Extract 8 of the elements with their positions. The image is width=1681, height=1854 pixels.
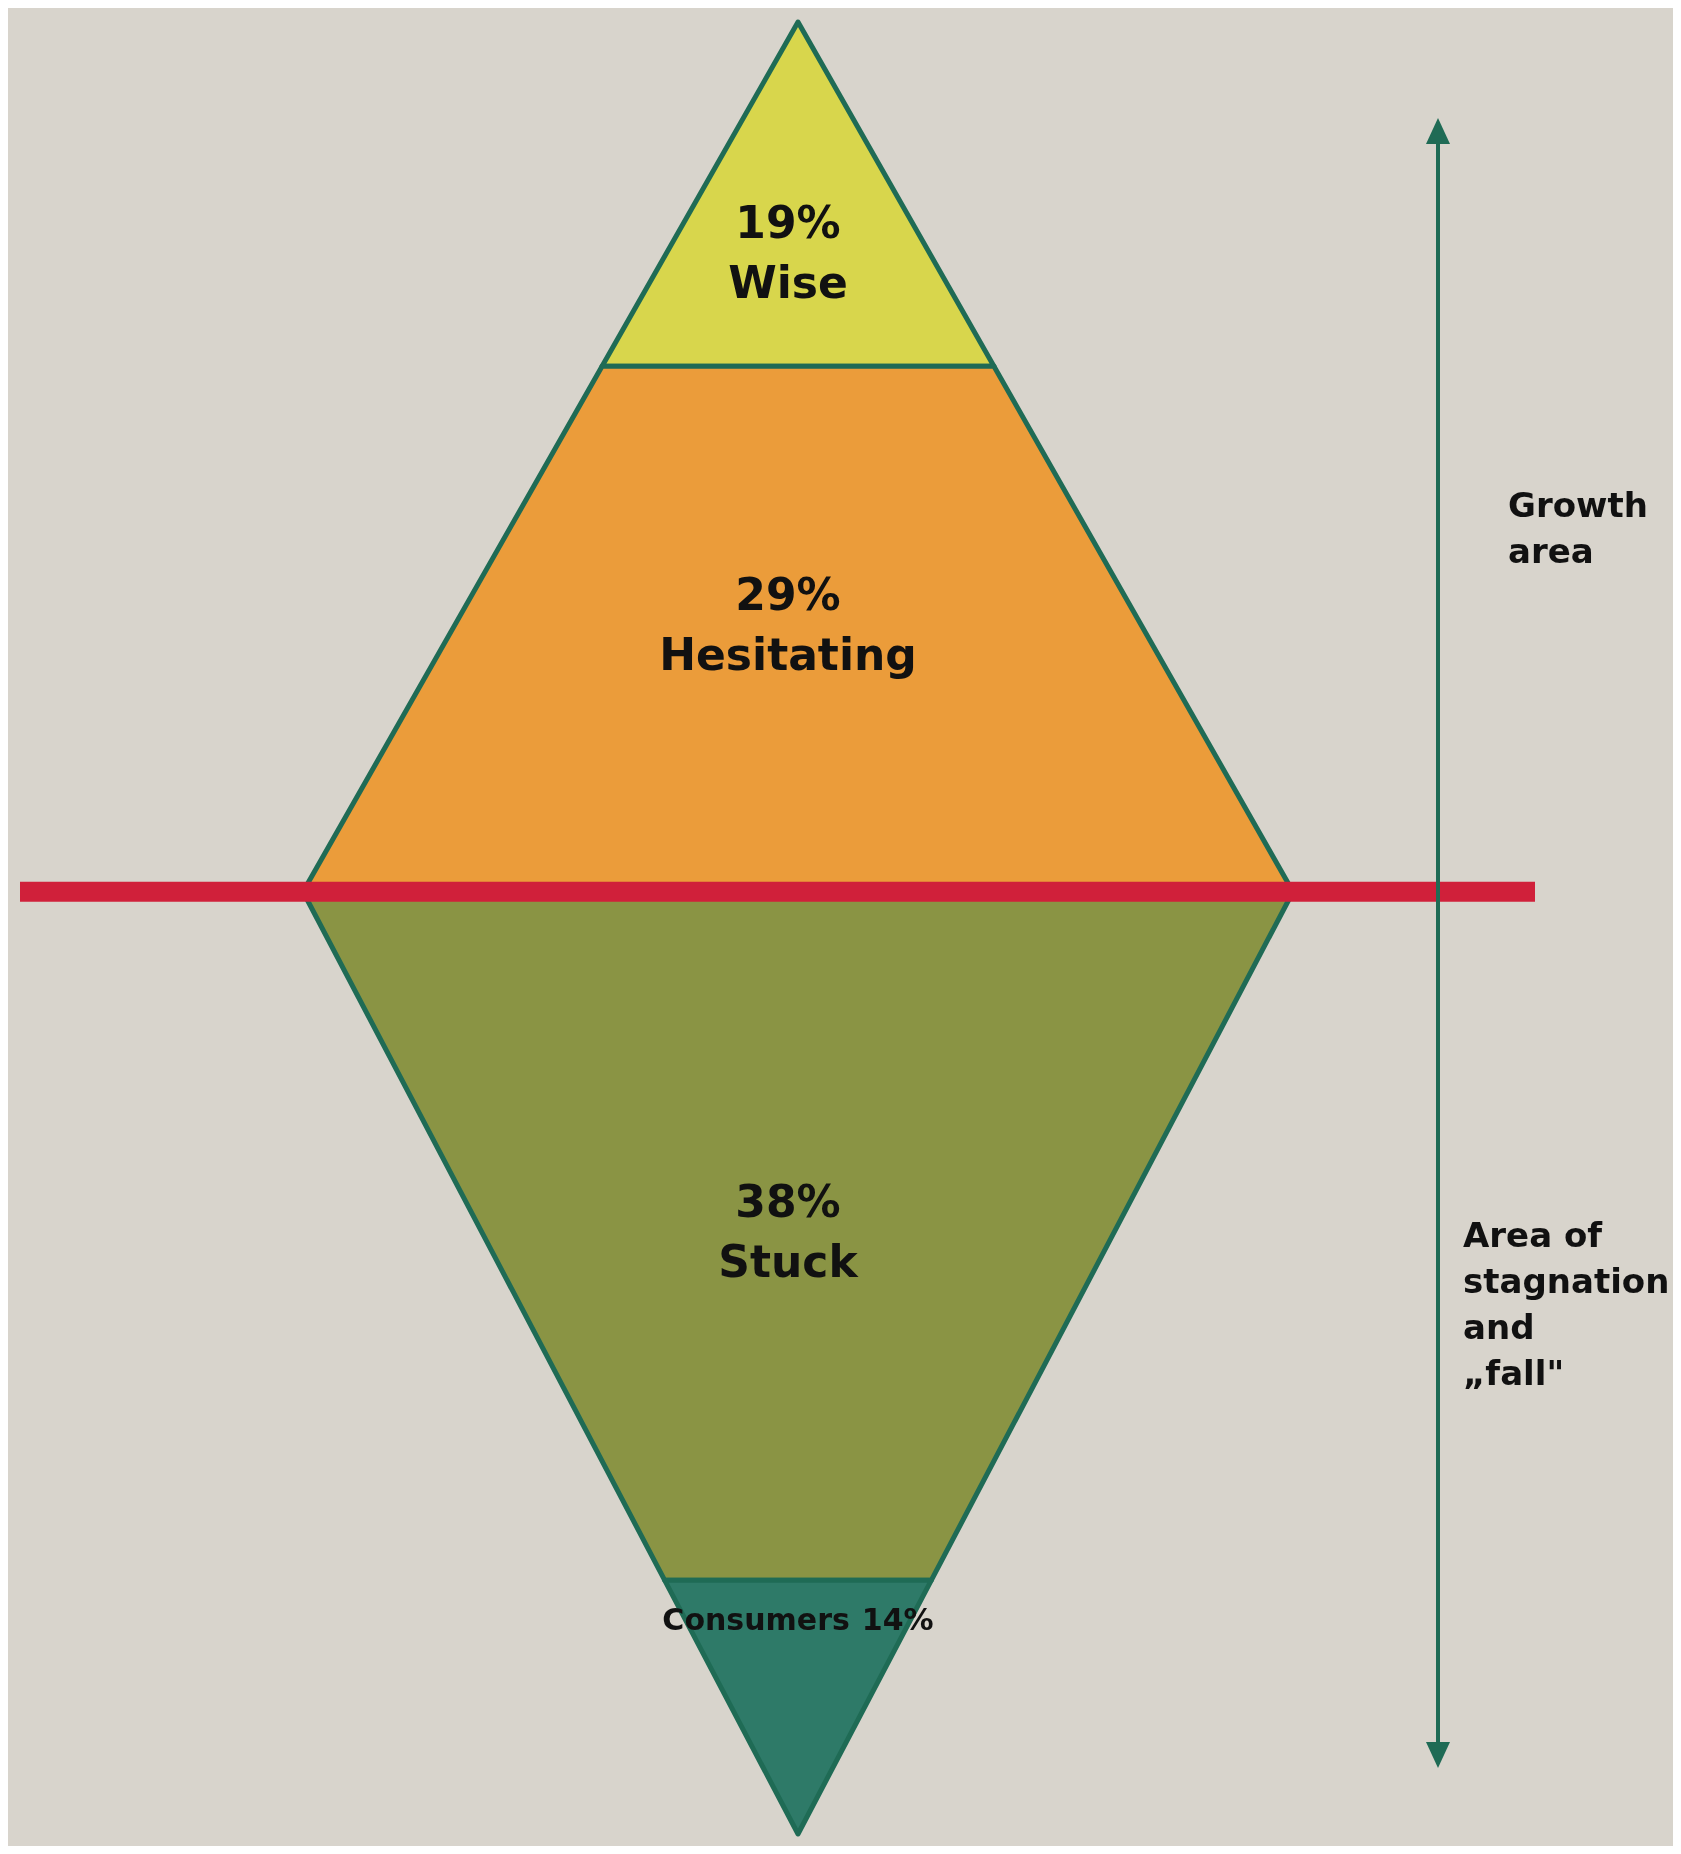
- data-label: 19%: [735, 196, 841, 248]
- category-label: Wise: [728, 256, 848, 308]
- text: Growth area: [1508, 484, 1648, 571]
- text: Area of stagnation and „fall": [1463, 1214, 1670, 1393]
- data-label: 38%: [735, 1176, 841, 1228]
- data-label: 29%: [735, 569, 841, 621]
- category-label: Stuck: [718, 1236, 860, 1288]
- category-label: Hesitating: [659, 629, 917, 681]
